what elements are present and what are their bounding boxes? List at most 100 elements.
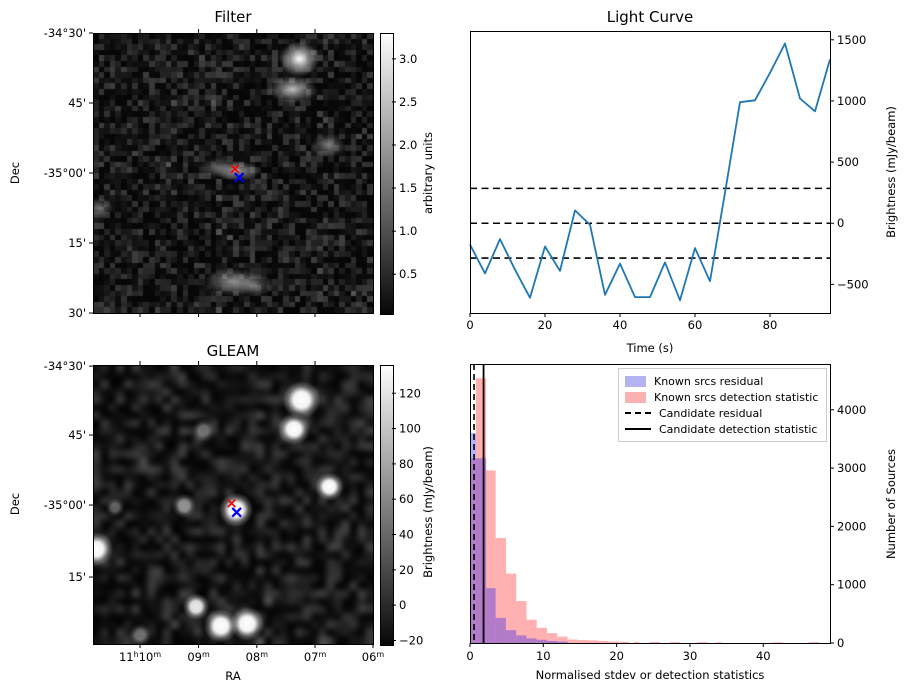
filter-colorbar-tick-label: 1.0 [399,224,417,238]
gleam-colorbar-tick-label: 100 [399,422,421,436]
known-srcs-detection-stat-bar [495,538,506,643]
filter-colorbar-tick-label: 2.5 [399,95,417,109]
light-curve-title: Light Curve [606,8,694,26]
gleam-map-dec-tick-label: 15' [68,570,86,584]
filter-colorbar [380,33,394,315]
gleam-colorbar-tick-label: 60 [399,492,414,506]
known-srcs-detection-stat-bar [475,378,487,643]
gleam-colorbar [380,365,394,646]
filter-colorbar-tick-label: 3.0 [399,52,417,66]
known-srcs-detection-stat-bar [588,640,599,643]
gleam-map-ra-tick-label: 06m [362,650,385,664]
known-srcs-detection-stat-bar [598,640,609,643]
legend-patch-swatch [625,391,646,403]
known-srcs-detection-stat-bar [618,641,630,643]
light-curve-y-tick-label: 500 [837,155,859,169]
known-srcs-detection-stat-bar [505,573,517,643]
light-curve-line [469,42,831,302]
histogram-x-axis-label: Normalised stdev or detection statistics [535,668,765,682]
legend-item: Known srcs residual [625,373,818,389]
filter-map-dec-tick-label: 30' [68,306,86,320]
gleam-map-dec-tick-label: -34°30' [44,359,86,373]
gleam-colorbar-tick-label: −20 [399,633,423,647]
histogram-y-tick-label: 0 [837,636,844,650]
histogram-y-tick-label: 2000 [837,519,866,533]
histogram-y-tick-label: 3000 [837,461,866,475]
known-srcs-detection-stat-bar [716,642,722,643]
filter-map-dec-tick-label: -34°30' [44,26,86,40]
legend-item-label: Known srcs residual [654,374,764,388]
gleam-colorbar-tick-label: 40 [399,528,414,542]
gleam-colorbar-tick-label: 120 [399,386,421,400]
filter-sky-image [93,33,373,313]
light-curve-x-axis-label: Time (s) [626,341,674,355]
gleam-map-dec-tick-label: -35°00' [44,498,86,512]
light-curve-y-tick-label: −500 [837,277,869,291]
gleam-map-ra-tick-label: 07m [304,650,327,664]
known-srcs-residual-bar [546,640,558,643]
filter-dec-axis-label: Dec [8,161,22,185]
known-srcs-detection-stat-bar [808,642,820,643]
gleam-map-ra-tick-label: 09m [187,650,210,664]
gleam-dec-axis-label: Dec [8,492,22,516]
gleam-colorbar-label: Brightness (mJy/beam) [421,446,435,578]
known-srcs-detection-stat-bar [649,641,660,643]
known-srcs-residual-bar [536,639,547,643]
light-curve-x-tick-label: 60 [688,318,703,332]
gleam-sky-image [93,365,373,644]
known-srcs-detection-stat-bar [634,641,640,643]
histogram-x-tick-label: 10 [536,649,551,663]
filter-map-dec-tick-label: 15' [68,236,86,250]
legend-item: Known srcs detection statistic [625,389,818,405]
legend-item: Candidate detection statistic [625,421,818,437]
light-curve-y-axis-label: Brightness (mJy/beam) [884,106,898,238]
known-srcs-residual-bar [470,433,476,643]
legend-line-swatch [625,428,651,430]
filter-colorbar-tick-label: 2.0 [399,138,417,152]
known-srcs-residual-bar [475,458,487,643]
light-curve-x-tick-label: 20 [538,318,553,332]
known-srcs-detection-stat-bar [486,470,496,643]
known-srcs-detection-stat-bar [526,619,537,643]
light-curve-frame [470,31,831,314]
known-srcs-detection-stat-bar [546,633,558,643]
gleam-map-ra-tick-label: 11h10m [119,650,161,664]
gleam-ra-axis-label: RA [225,669,241,683]
known-srcs-residual-bar [505,630,517,643]
known-srcs-detection-stat-bar [577,640,589,643]
light-curve-y-tick-label: 1000 [837,94,866,108]
known-srcs-residual-bar [516,635,527,643]
legend-item-label: Candidate residual [659,406,763,420]
gleam-colorbar-tick-label: 0 [399,598,406,612]
known-srcs-detection-stat-bar [516,601,527,643]
known-srcs-detection-stat-bar [536,627,547,643]
filter-title: Filter [214,8,252,26]
light-curve-y-tick-label: 1500 [837,33,866,47]
filter-colorbar-tick-label: 0.5 [399,267,417,281]
histogram-y-axis-label: Number of Sources [884,448,898,560]
known-srcs-detection-stat-bar [670,642,681,643]
histogram-y-tick-label: 1000 [837,578,866,592]
known-srcs-detection-stat-bar [557,636,568,643]
gleam-title: GLEAM [206,342,260,360]
histogram-y-tick-label: 4000 [837,403,866,417]
filter-map-dec-tick-label: 45' [68,96,86,110]
legend-item-label: Known srcs detection statistic [654,390,819,404]
legend-line-swatch [625,412,651,414]
histogram-x-tick-label: 40 [756,649,771,663]
legend-item: Candidate residual [625,405,818,421]
filter-map-dec-tick-label: -35°00' [44,166,86,180]
known-srcs-detection-stat-bar [567,639,578,643]
known-srcs-detection-stat-bar [470,458,476,643]
light-curve-x-tick-label: 80 [763,318,778,332]
gleam-colorbar-tick-label: 80 [399,457,414,471]
filter-colorbar-tick-label: 1.5 [399,181,417,195]
known-srcs-residual-bar [486,588,496,643]
gleam-colorbar-tick-label: 20 [399,563,414,577]
legend-item-label: Candidate detection statistic [659,422,818,436]
legend-patch-swatch [625,375,646,387]
histogram-x-tick-label: 20 [609,649,624,663]
light-curve-x-tick-label: 40 [613,318,628,332]
light-curve-x-tick-label: 0 [466,318,473,332]
